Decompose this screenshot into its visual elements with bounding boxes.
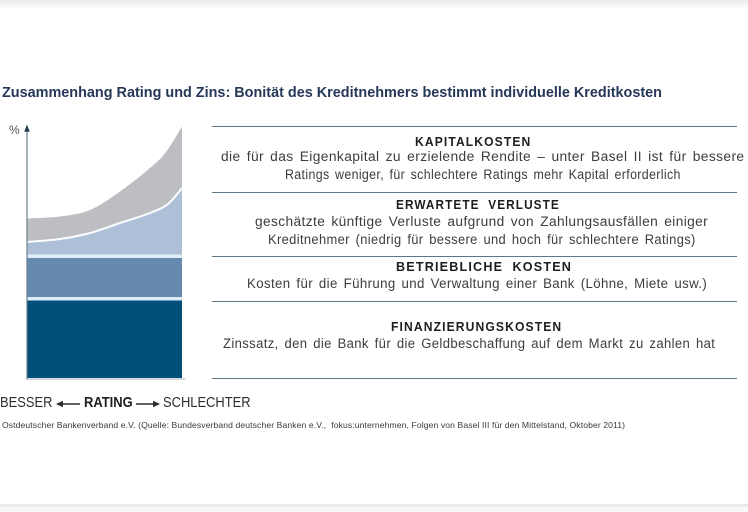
svg-text:%: %	[9, 123, 20, 137]
